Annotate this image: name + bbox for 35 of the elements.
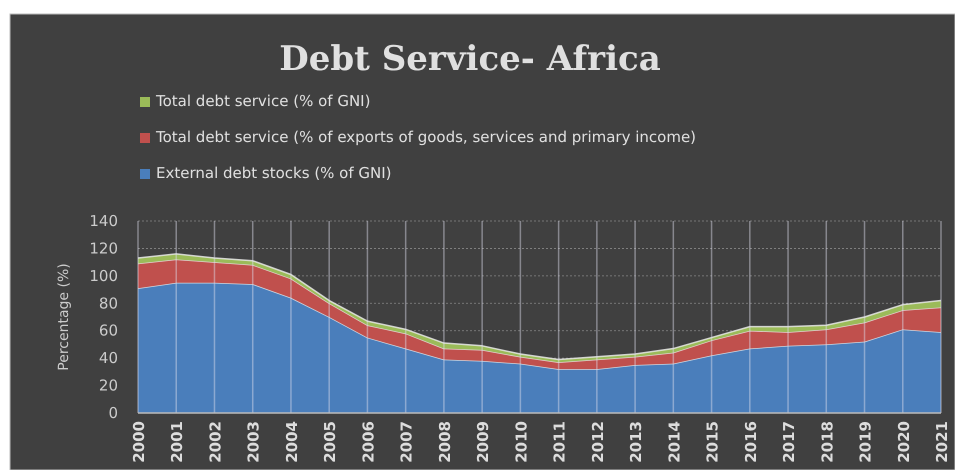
x-tick-label: 2011: [550, 421, 569, 463]
x-tick-label: 2021: [933, 421, 951, 463]
y-tick-label: 100: [89, 266, 118, 285]
chart-title: Debt Service- Africa: [279, 39, 661, 79]
x-tick-label: 2004: [282, 421, 301, 463]
x-tick-label: 2019: [856, 421, 875, 463]
x-tick-label: 2009: [474, 421, 492, 463]
x-tick-label: 2015: [704, 421, 722, 463]
y-axis-title: Percentage (%): [56, 263, 72, 371]
y-tick-label: 0: [108, 404, 118, 422]
x-tick-label: 2020: [894, 421, 913, 463]
x-tick-label: 2016: [742, 421, 760, 463]
y-tick-label: 20: [98, 376, 118, 395]
x-tick-label: 2013: [627, 421, 646, 463]
y-tick-label: 140: [89, 212, 118, 230]
legend-label: Total debt service (% of exports of goods, services and primary income): [155, 128, 696, 146]
x-tick-label: 2005: [321, 421, 340, 463]
x-tick-label: 2003: [244, 421, 263, 463]
y-tick-label: 120: [89, 239, 118, 258]
x-tick-label: 2018: [818, 421, 836, 463]
x-tick-label: 2006: [359, 421, 378, 463]
x-tick-label: 2001: [168, 421, 186, 463]
y-tick-label: 80: [98, 294, 118, 312]
legend-label: External debt stocks (% of GNI): [156, 164, 392, 182]
y-tick-label: 40: [98, 349, 118, 368]
x-tick-label: 2010: [512, 421, 530, 463]
x-tick-label: 2002: [206, 421, 224, 463]
x-tick-label: 2012: [588, 421, 607, 463]
x-tick-label: 2008: [436, 421, 454, 463]
y-tick-label: 60: [98, 322, 118, 340]
x-tick-label: 2017: [780, 421, 798, 463]
x-tick-label: 2000: [130, 421, 148, 463]
legend-label: Total debt service (% of GNI): [155, 92, 370, 110]
x-tick-label: 2014: [665, 421, 684, 463]
x-tick-label: 2007: [398, 421, 416, 463]
